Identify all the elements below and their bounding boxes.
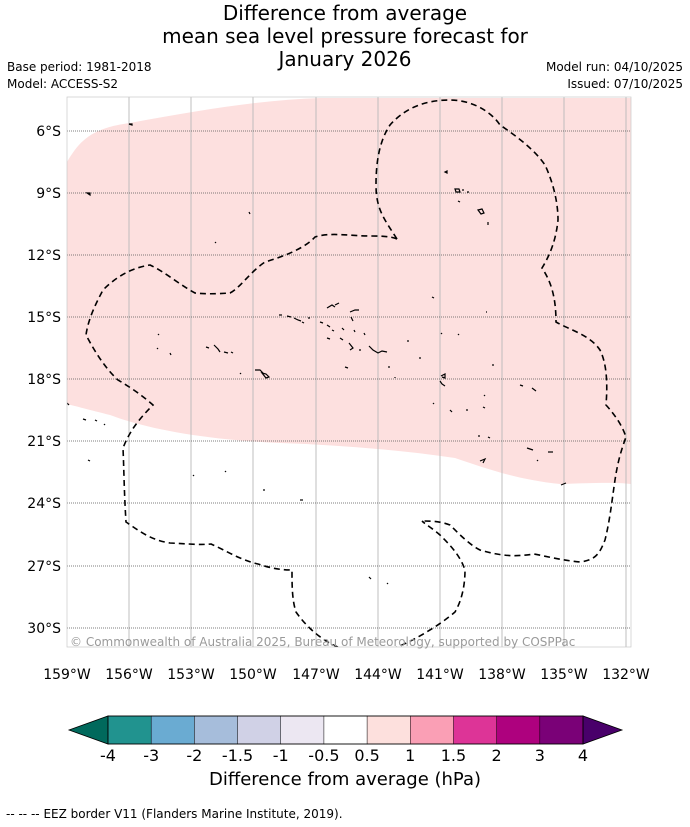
lat-label: 15°S [27, 310, 61, 326]
colorbar-low-extension [67, 715, 109, 745]
lat-label: 9°S [36, 186, 61, 202]
lat-label: 27°S [27, 559, 61, 575]
colorbar-tick-label: 3 [535, 746, 545, 765]
colorbar-cell [323, 715, 368, 745]
lat-axis-labels: 6°S 9°S 12°S 15°S 18°S 21°S 24°S 27°S 30… [27, 124, 61, 637]
lon-label: 156°W [105, 667, 153, 683]
anomaly-region [67, 98, 631, 484]
eez-border [85, 99, 627, 647]
colorbar-cell [453, 715, 498, 745]
colorbar-tick-label: -1 [273, 746, 289, 765]
colorbar-cell [496, 715, 541, 745]
colorbar-cell [194, 715, 239, 745]
base-period: Base period: 1981-2018 [7, 60, 152, 74]
lat-label: 12°S [27, 248, 61, 264]
lon-label: 138°W [478, 667, 526, 683]
lon-label: 135°W [540, 667, 588, 683]
colorbar-high-extension [582, 715, 624, 745]
colorbar-cell [366, 715, 411, 745]
colorbar-cell [280, 715, 325, 745]
map-panel: 6°S 9°S 12°S 15°S 18°S 21°S 24°S 27°S 30… [27, 96, 650, 683]
colorbar-tick-label: -3 [143, 746, 159, 765]
colorbar: -4 -3 -2 -1.5 -1 -0.5 0.5 1 1.5 2 3 4 [67, 715, 624, 765]
colorbar-tick-label: -4 [100, 746, 116, 765]
title-line-3: January 2026 [278, 47, 412, 71]
lon-label: 159°W [43, 667, 91, 683]
lat-label: 30°S [27, 621, 61, 637]
model-run: Model run: 04/10/2025 [545, 60, 683, 74]
colorbar-ticks: -4 -3 -2 -1.5 -1 -0.5 0.5 1 1.5 2 3 4 [100, 746, 588, 765]
colorbar-tick-label: 2 [492, 746, 502, 765]
colorbar-cell [150, 715, 195, 745]
colorbar-cells [107, 715, 584, 745]
lon-gridlines [128, 97, 627, 647]
title-line-2: mean sea level pressure forecast for [162, 24, 528, 48]
colorbar-tick-label: -0.5 [308, 746, 339, 765]
lon-label: 141°W [416, 667, 464, 683]
lon-label: 147°W [292, 667, 340, 683]
lat-label: 24°S [27, 496, 61, 512]
issued-date: Issued: 07/10/2025 [567, 77, 683, 91]
lon-axis-labels: 159°W 156°W 153°W 150°W 147°W 144°W 141°… [43, 667, 650, 683]
colorbar-tick-label: 4 [578, 746, 588, 765]
colorbar-tick-label: 0.5 [354, 746, 379, 765]
lat-gridlines [67, 130, 631, 629]
colorbar-outline [107, 715, 584, 745]
lat-label: 6°S [36, 124, 61, 140]
title-line-1: Difference from average [222, 1, 468, 25]
lon-label: 150°W [229, 667, 277, 683]
colorbar-label: Difference from average (hPa) [208, 769, 482, 790]
map-frame [66, 96, 632, 648]
islands [67, 123, 567, 585]
colorbar-tick-label: -2 [186, 746, 202, 765]
copyright-notice: © Commonwealth of Australia 2025, Bureau… [70, 635, 575, 649]
colorbar-cell [107, 715, 152, 745]
meta-left: Base period: 1981-2018 Model: ACCESS-S2 [7, 59, 152, 93]
eez-legend-symbol: -- -- -- [6, 807, 40, 821]
colorbar-tick-label: 1 [405, 746, 415, 765]
lon-label: 144°W [354, 667, 402, 683]
lon-label: 132°W [602, 667, 650, 683]
footer-legend: -- -- -- EEZ border V11 (Flanders Marine… [6, 807, 343, 821]
colorbar-tick-label: 1.5 [441, 746, 466, 765]
colorbar-cell [237, 715, 282, 745]
colorbar-cell [539, 715, 584, 745]
colorbar-cell [410, 715, 455, 745]
lat-label: 18°S [27, 372, 61, 388]
model-name: Model: ACCESS-S2 [7, 77, 119, 91]
eez-legend-text: EEZ border V11 (Flanders Marine Institut… [43, 807, 343, 821]
lon-label: 153°W [167, 667, 215, 683]
meta-right: Model run: 04/10/2025 Issued: 07/10/2025 [546, 59, 683, 93]
lat-label: 21°S [27, 434, 61, 450]
colorbar-tick-label: -1.5 [222, 746, 253, 765]
